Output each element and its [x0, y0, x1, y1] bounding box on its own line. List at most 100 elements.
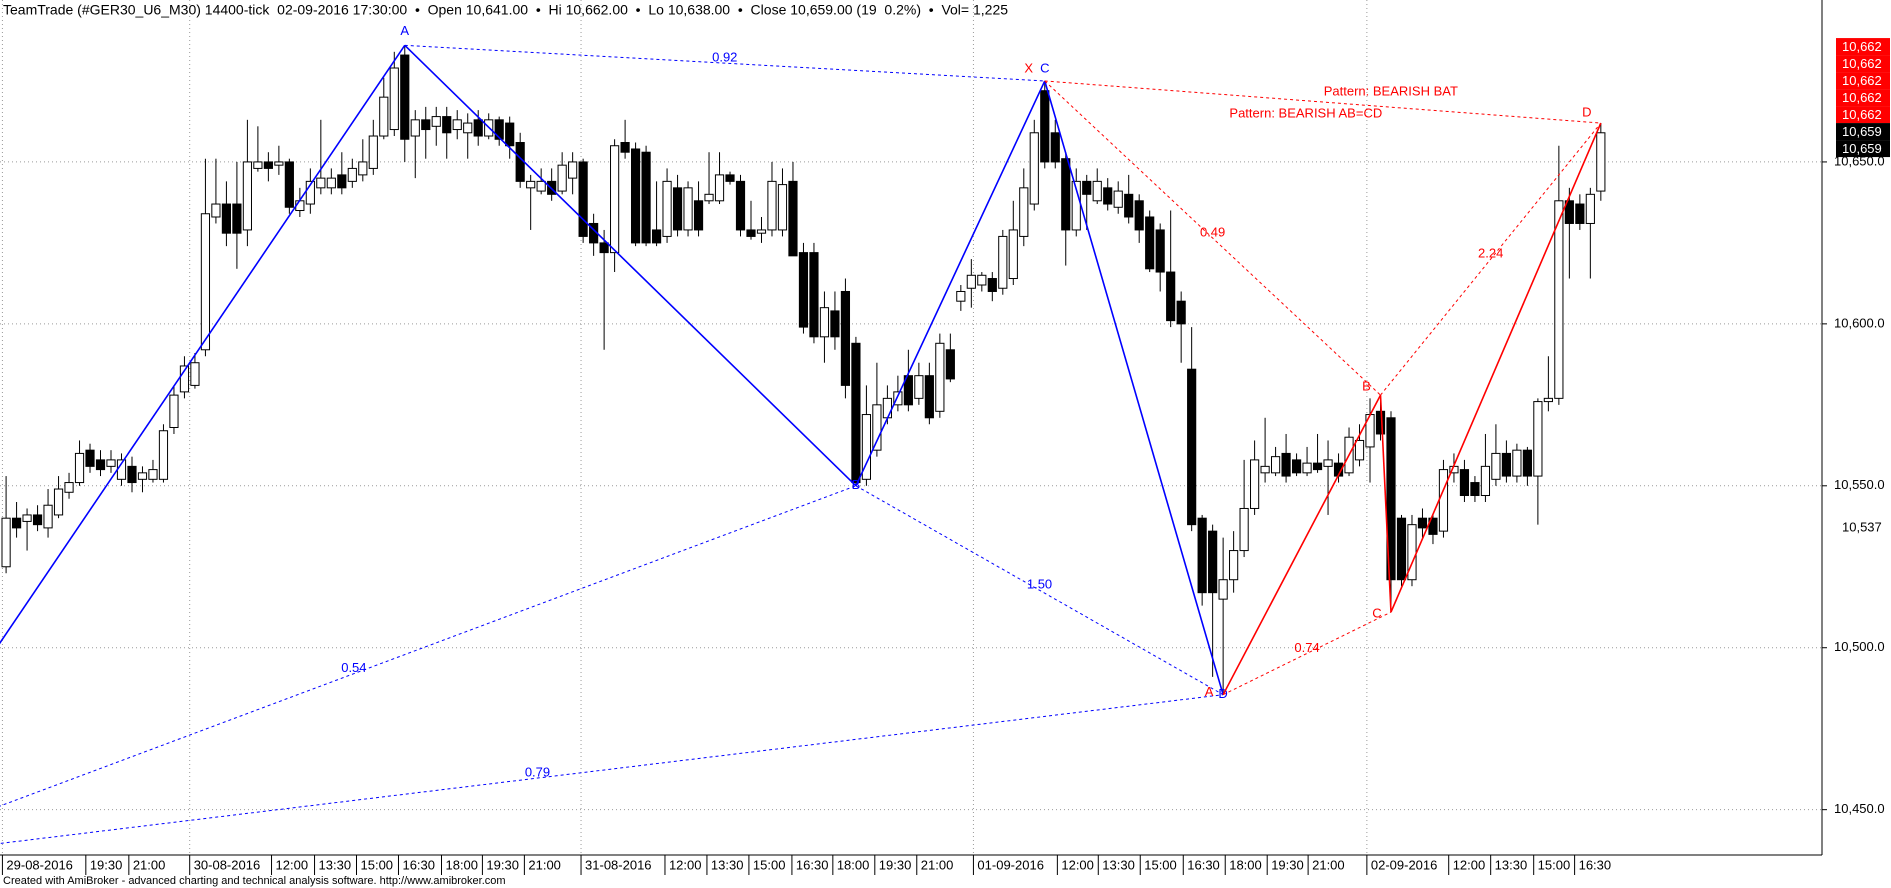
pattern-ratio-label: 0.79	[525, 765, 550, 780]
candle-body	[1218, 579, 1228, 600]
pattern-point-label: C	[1372, 606, 1381, 621]
candle-body	[1554, 200, 1564, 399]
candle-body	[893, 391, 903, 406]
x-tick-label: 21:00	[921, 857, 954, 872]
candle-body	[85, 449, 95, 467]
candle-body	[788, 180, 798, 257]
candle-body	[798, 252, 809, 328]
x-tick-label: 16:30	[402, 857, 435, 872]
pattern-title: Pattern: BEARISH BAT	[1324, 84, 1458, 99]
candle-body	[32, 514, 43, 526]
candle-body	[1585, 193, 1595, 224]
candle-body	[74, 452, 85, 484]
candle-body	[368, 135, 378, 169]
candle-body	[1564, 200, 1574, 224]
pattern-ratio-line	[1044, 80, 1381, 396]
candle-body	[1155, 229, 1165, 273]
candle-body	[43, 504, 53, 529]
pattern-ratio-label: 0.49	[1200, 224, 1225, 239]
candle-body	[683, 187, 693, 231]
candle-body	[148, 469, 158, 480]
pattern-ratio-label: 0.74	[1294, 640, 1319, 655]
price-box-label: 10,662	[1842, 73, 1882, 88]
candle-body	[106, 459, 116, 467]
candle-body	[693, 200, 704, 231]
candle-body	[956, 290, 966, 302]
candle-body	[578, 161, 588, 237]
candle-body	[536, 180, 546, 192]
price-marker-label: 10,537	[1842, 519, 1882, 534]
candle-body	[998, 235, 1008, 289]
candle-body	[1491, 452, 1501, 480]
y-tick-label: 10,650.0	[1834, 153, 1885, 168]
candle-body	[1134, 200, 1144, 231]
x-tick-label: 13:30	[319, 857, 352, 872]
candle-body	[494, 119, 504, 140]
candle-body	[1543, 397, 1553, 403]
x-tick-label: 12:00	[669, 857, 702, 872]
pattern-point-label: B	[852, 477, 861, 492]
candle-body	[1302, 462, 1312, 474]
grid	[0, 0, 1822, 855]
x-tick-label: 12:00	[276, 857, 309, 872]
candle-body	[358, 161, 368, 176]
candle-body	[1260, 465, 1270, 474]
candle-body	[1501, 452, 1511, 477]
candle-body	[274, 161, 284, 166]
pattern-leg	[404, 44, 857, 487]
candle-body	[179, 365, 190, 393]
candle-body	[1323, 459, 1333, 467]
candle-body	[452, 119, 462, 131]
x-tick-label: 19:30	[1271, 857, 1304, 872]
candle-body	[672, 187, 683, 231]
candle-body	[1229, 550, 1239, 581]
candle-body	[242, 161, 252, 231]
candle-body	[158, 430, 169, 480]
candle-body	[977, 274, 987, 286]
pattern-ratio-label: 1.50	[1027, 577, 1052, 592]
candle-body	[1459, 469, 1470, 497]
candle-body	[610, 145, 620, 254]
pattern-leg	[855, 80, 1046, 487]
candle-body	[305, 180, 315, 205]
pattern-ratio-line	[1222, 611, 1392, 696]
candle-body	[1, 517, 11, 568]
price-box	[1836, 106, 1890, 124]
candle-body	[347, 167, 357, 182]
candle-body	[599, 242, 609, 254]
candle-body	[914, 375, 924, 399]
x-date-label: 29-08-2016	[6, 857, 73, 872]
x-tick-label: 15:00	[753, 857, 786, 872]
pattern-point-label: D	[1582, 105, 1591, 120]
candle-body	[1019, 187, 1029, 237]
price-box-label: 10,662	[1842, 90, 1882, 105]
candle-body	[872, 404, 882, 451]
candle-body	[1176, 300, 1186, 325]
candle-body	[1417, 517, 1428, 529]
candle-body	[840, 290, 851, 386]
candle-body	[1145, 216, 1155, 270]
price-box	[1836, 123, 1890, 141]
candle-body	[1082, 180, 1092, 195]
x-tick-label: 19:30	[90, 857, 123, 872]
candle-body	[1208, 530, 1218, 594]
y-tick-label: 10,550.0	[1834, 477, 1885, 492]
candle-body	[966, 274, 976, 289]
candle-body	[473, 119, 483, 137]
pattern-ratio-line	[1380, 122, 1602, 396]
candle-body	[1187, 368, 1197, 526]
candle-body	[316, 177, 326, 189]
x-date-label: 30-08-2016	[194, 857, 260, 872]
pattern-point-label: A	[1205, 684, 1214, 699]
x-tick-label: 18:00	[445, 857, 478, 872]
candle-body	[400, 54, 410, 140]
candle-body	[221, 203, 232, 234]
candle-body	[1124, 193, 1134, 218]
candle-body	[526, 180, 536, 189]
x-tick-label: 16:30	[1187, 857, 1220, 872]
candle-body	[903, 375, 913, 406]
candle-body	[924, 375, 934, 419]
candle-body	[11, 517, 22, 529]
